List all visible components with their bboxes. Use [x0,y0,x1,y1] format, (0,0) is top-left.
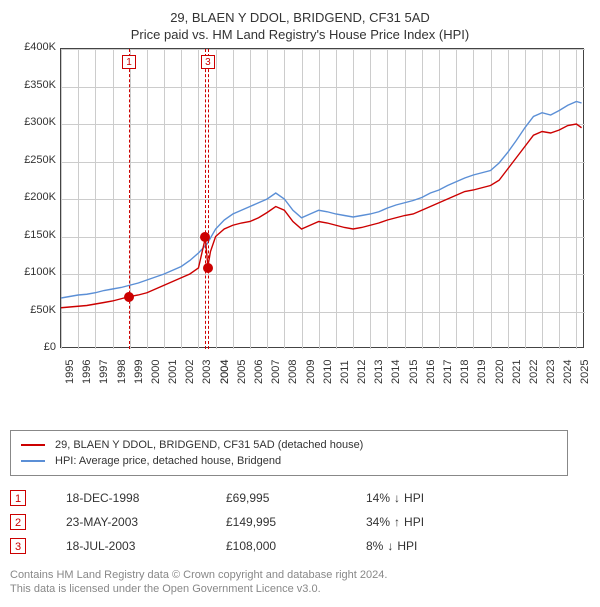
x-axis-label: 2003 [201,360,213,384]
sale-diff-pct: 14% [366,491,390,505]
sale-diff: 14% ↓ HPI [366,491,496,505]
sale-diff-suffix: HPI [404,515,424,529]
y-axis-label: £0 [12,341,56,353]
y-axis-label: £150K [12,229,56,241]
sale-row: 2 23-MAY-2003 £149,995 34% ↑ HPI [10,510,568,534]
x-axis-label: 2015 [408,360,420,384]
sale-diff-pct: 8% [366,539,383,553]
sale-price: £108,000 [226,539,336,553]
chart-area: 13£0£50K£100K£150K£200K£250K£300K£350K£4… [10,48,590,388]
x-axis-label: 2001 [167,360,179,384]
x-axis-label: 2017 [442,360,454,384]
up-arrow-icon: ↑ [394,515,400,529]
sale-date: 23-MAY-2003 [66,515,196,529]
x-axis-label: 2005 [236,360,248,384]
sale-date: 18-DEC-1998 [66,491,196,505]
sale-diff-suffix: HPI [404,491,424,505]
line-series-svg [61,49,585,349]
y-axis-label: £400K [12,41,56,53]
sale-number-box: 3 [10,538,26,554]
plot-area: 13 [60,48,584,348]
legend-box: 29, BLAEN Y DDOL, BRIDGEND, CF31 5AD (de… [10,430,568,476]
y-axis-label: £250K [12,154,56,166]
sale-marker-label: 1 [122,55,136,69]
y-axis-label: £50K [12,304,56,316]
x-axis-label: 2010 [322,360,334,384]
sale-row: 1 18-DEC-1998 £69,995 14% ↓ HPI [10,486,568,510]
x-axis-label: 2009 [305,360,317,384]
down-arrow-icon: ↓ [394,491,400,505]
title-block: 29, BLAEN Y DDOL, BRIDGEND, CF31 5AD Pri… [10,10,590,42]
x-axis-label: 2024 [562,360,574,384]
x-axis-label: 1995 [64,360,76,384]
sale-marker-line [208,49,209,349]
sale-price: £149,995 [226,515,336,529]
series-hpi [61,102,582,299]
x-axis-label: 2006 [253,360,265,384]
x-axis-label: 2011 [339,360,351,384]
sale-marker-dot [203,263,213,273]
footer-line: This data is licensed under the Open Gov… [10,582,590,596]
sale-diff: 34% ↑ HPI [366,515,496,529]
x-axis-label: 2008 [287,360,299,384]
sale-number-box: 1 [10,490,26,506]
legend-label: 29, BLAEN Y DDOL, BRIDGEND, CF31 5AD (de… [55,439,363,451]
x-axis-label: 2021 [511,360,523,384]
x-axis-label: 2014 [390,360,402,384]
x-axis-label: 2019 [476,360,488,384]
chart-title: 29, BLAEN Y DDOL, BRIDGEND, CF31 5AD [10,10,590,25]
x-axis-label: 2012 [356,360,368,384]
x-axis-label: 1998 [116,360,128,384]
legend-label: HPI: Average price, detached house, Brid… [55,455,281,467]
y-axis-label: £200K [12,191,56,203]
y-axis-label: £350K [12,79,56,91]
x-axis-label: 2023 [545,360,557,384]
sale-price: £69,995 [226,491,336,505]
legend-item: HPI: Average price, detached house, Brid… [21,453,557,469]
legend-swatch [21,444,45,446]
sale-diff-suffix: HPI [397,539,417,553]
sale-row: 3 18-JUL-2003 £108,000 8% ↓ HPI [10,534,568,558]
footer-line: Contains HM Land Registry data © Crown c… [10,568,590,582]
x-axis-label: 1997 [98,360,110,384]
sale-number-box: 2 [10,514,26,530]
x-axis-label: 2007 [270,360,282,384]
sale-date: 18-JUL-2003 [66,539,196,553]
legend-swatch [21,460,45,462]
chart-subtitle: Price paid vs. HM Land Registry's House … [10,27,590,42]
footer-attribution: Contains HM Land Registry data © Crown c… [10,568,590,597]
x-axis-label: 2013 [373,360,385,384]
x-axis-label: 2000 [150,360,162,384]
sale-marker-dot [124,292,134,302]
x-axis-label: 2025 [579,360,591,384]
down-arrow-icon: ↓ [387,539,393,553]
sale-marker-label: 3 [201,55,215,69]
sale-diff: 8% ↓ HPI [366,539,496,553]
chart-container: 29, BLAEN Y DDOL, BRIDGEND, CF31 5AD Pri… [0,0,600,607]
x-axis-label: 2004 [219,360,231,384]
sale-marker-line [129,49,130,349]
x-axis-label: 1999 [133,360,145,384]
x-axis-label: 2016 [425,360,437,384]
x-axis-label: 2020 [494,360,506,384]
sale-diff-pct: 34% [366,515,390,529]
x-axis-label: 2022 [528,360,540,384]
sale-marker-line [205,49,206,349]
x-axis-label: 2018 [459,360,471,384]
x-axis-label: 1996 [81,360,93,384]
series-price_paid [61,124,582,308]
legend-item: 29, BLAEN Y DDOL, BRIDGEND, CF31 5AD (de… [21,437,557,453]
sales-table: 1 18-DEC-1998 £69,995 14% ↓ HPI 2 23-MAY-2003 £1… [10,486,568,558]
y-axis-label: £300K [12,116,56,128]
x-axis-label: 2002 [184,360,196,384]
y-axis-label: £100K [12,266,56,278]
